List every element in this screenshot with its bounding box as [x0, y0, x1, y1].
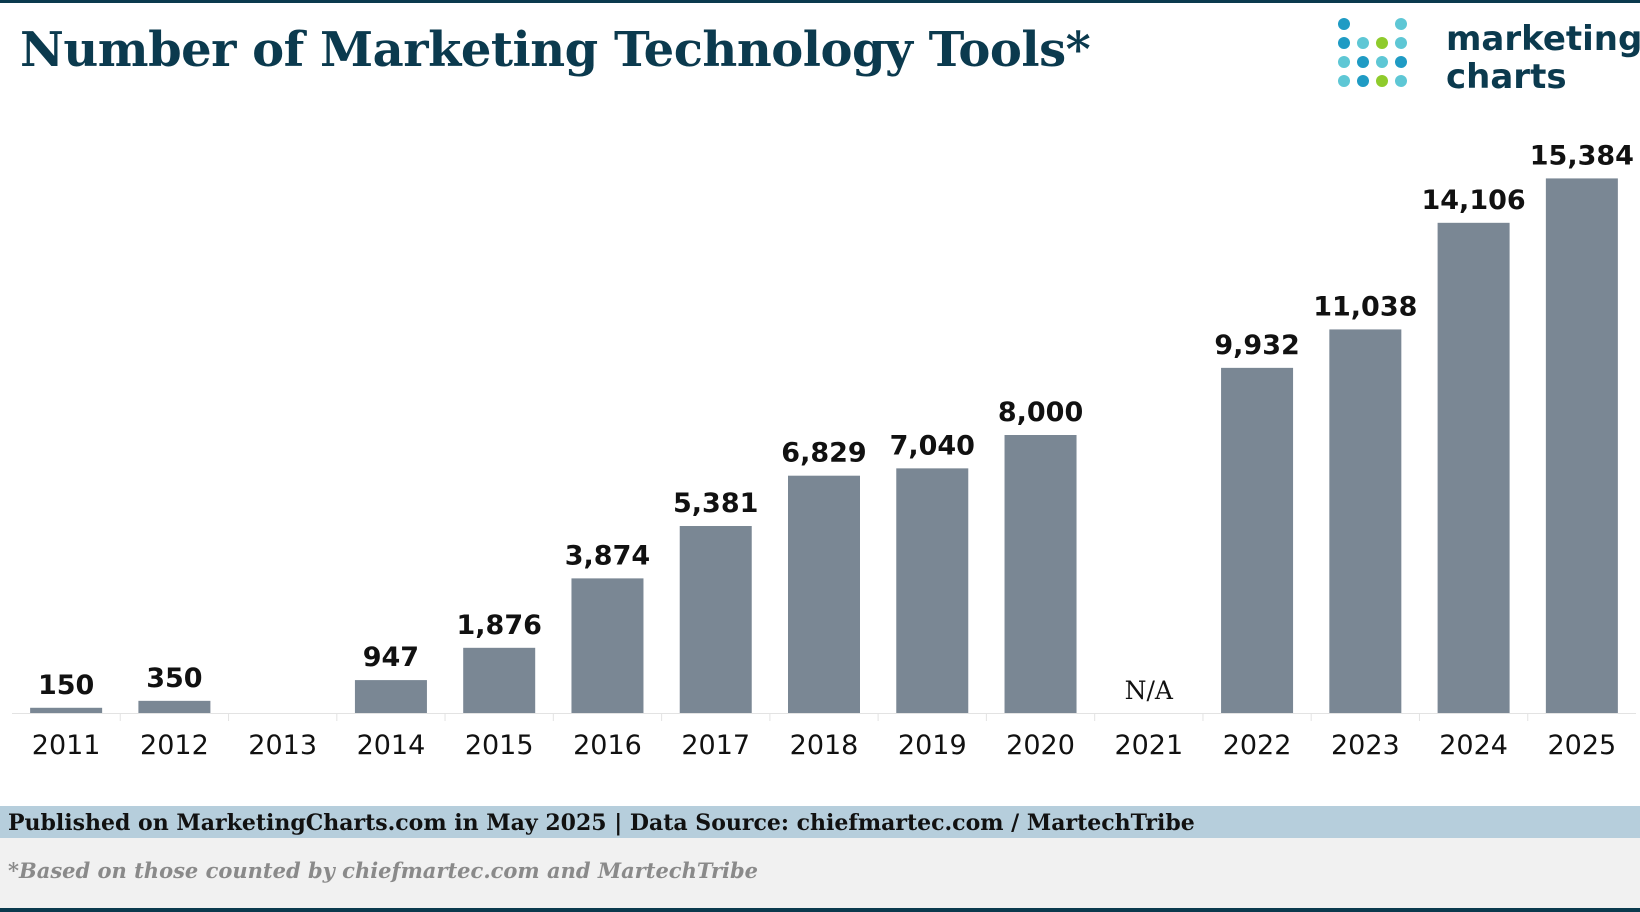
logo-dot [1357, 75, 1369, 87]
source-band: Published on MarketingCharts.com in May … [0, 806, 1640, 838]
top-rule [0, 0, 1640, 3]
x-tick-label-2013: 2013 [248, 730, 317, 760]
bar-2023 [1329, 329, 1402, 713]
x-tick-label-2020: 2020 [1006, 730, 1075, 760]
bar-2025 [1545, 178, 1618, 713]
bar-2011 [30, 707, 103, 713]
value-label-2020: 8,000 [998, 397, 1083, 428]
logo-dot [1357, 56, 1369, 68]
bar-2015 [463, 647, 536, 713]
bar-2018 [788, 475, 860, 713]
x-tick-label-2021: 2021 [1114, 730, 1183, 760]
value-label-2018: 6,829 [781, 438, 866, 469]
value-label-2022: 9,932 [1214, 330, 1299, 361]
value-label-2011: 150 [38, 670, 94, 701]
value-label-2017: 5,381 [673, 488, 758, 519]
bar-2020 [1004, 435, 1077, 713]
x-tick-label-2015: 2015 [465, 730, 534, 760]
logo-dot [1338, 37, 1350, 49]
x-tick-label-2023: 2023 [1331, 730, 1400, 760]
x-tick-label-2025: 2025 [1548, 730, 1617, 760]
bottom-rule [0, 908, 1640, 912]
logo-dot [1395, 18, 1407, 30]
source-text: Published on MarketingCharts.com in May … [8, 810, 1195, 836]
bar-2017 [679, 526, 752, 713]
logo-text-charts: charts [1446, 57, 1567, 97]
marketingcharts-logo: marketing charts [1336, 16, 1640, 96]
x-tick-label-2018: 2018 [790, 730, 859, 760]
logo-dot [1338, 18, 1350, 30]
logo-dot [1338, 56, 1350, 68]
bar-2014 [354, 680, 427, 713]
logo-dot [1338, 75, 1350, 87]
bar-2012 [138, 700, 211, 713]
bar-2016 [571, 578, 644, 713]
value-label-2012: 350 [146, 663, 202, 694]
logo-dots-icon [1338, 18, 1407, 87]
logo-dot [1376, 37, 1388, 49]
value-label-2014: 947 [363, 642, 419, 673]
logo-dot [1357, 37, 1369, 49]
footnote-text: *Based on those counted by chiefmartec.c… [8, 858, 759, 883]
logo-dot [1376, 75, 1388, 87]
logo-text-marketing: marketing [1446, 19, 1640, 59]
logo-dot [1395, 75, 1407, 87]
note-band: *Based on those counted by chiefmartec.c… [0, 838, 1640, 908]
bar-2024 [1437, 222, 1510, 713]
value-label-2021: N/A [1125, 676, 1174, 705]
value-label-2019: 7,040 [890, 430, 975, 461]
chart-title: Number of Marketing Technology Tools* [20, 22, 1091, 78]
x-tick-label-2022: 2022 [1223, 730, 1292, 760]
x-tick-label-2024: 2024 [1439, 730, 1508, 760]
x-tick-label-2014: 2014 [357, 730, 426, 760]
x-tick-label-2012: 2012 [140, 730, 209, 760]
x-tick-label-2017: 2017 [681, 730, 750, 760]
x-tick-label-2011: 2011 [32, 730, 101, 760]
x-tick-label-2019: 2019 [898, 730, 967, 760]
logo-dot [1395, 37, 1407, 49]
value-label-2024: 14,106 [1421, 185, 1525, 216]
logo-dot [1395, 56, 1407, 68]
value-label-2025: 15,384 [1530, 140, 1634, 171]
value-label-2015: 1,876 [456, 610, 541, 641]
value-label-2023: 11,038 [1313, 291, 1417, 322]
x-tick-label-2016: 2016 [573, 730, 642, 760]
bar-2019 [896, 468, 969, 713]
value-label-2016: 3,874 [565, 540, 650, 571]
bar-chart: 150 2011 350 2012 2013 947 2014 1,876 2015 3,874 2… [12, 140, 1636, 760]
logo-dot [1376, 56, 1388, 68]
bar-2022 [1221, 367, 1294, 713]
